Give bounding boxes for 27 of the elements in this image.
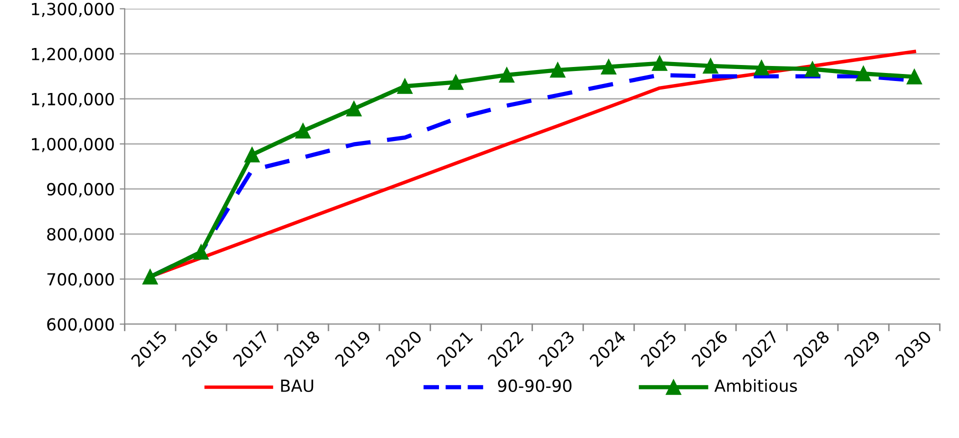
point: [193, 244, 209, 260]
point: [244, 147, 260, 162]
point: [754, 60, 770, 76]
point: [856, 66, 872, 82]
y-tick-label: 600,000: [47, 318, 114, 332]
y-tick-label: 1,100,000: [32, 92, 114, 108]
point: [652, 56, 668, 71]
point: [397, 78, 413, 94]
point: [804, 61, 820, 77]
y-tick-label: 800,000: [47, 228, 114, 242]
point: [346, 101, 362, 116]
point: [550, 62, 566, 78]
point: [906, 69, 922, 84]
y-tick-label: 1,000,000: [32, 138, 114, 152]
point: [142, 269, 158, 284]
point: [601, 59, 616, 75]
point: [702, 58, 718, 74]
point: [448, 74, 464, 90]
y-tick-label: 1,200,000: [32, 48, 114, 62]
legend-label: BAU: [281, 380, 314, 392]
y-tick-label: 1,300,000: [32, 2, 114, 18]
point: [499, 67, 514, 83]
point: [295, 123, 311, 138]
legend-label: 90-90-90: [498, 379, 572, 392]
legend-label: Ambitious: [714, 379, 797, 392]
y-tick-label: 700,000: [47, 273, 114, 288]
y-tick-label: 900,000: [47, 182, 114, 198]
